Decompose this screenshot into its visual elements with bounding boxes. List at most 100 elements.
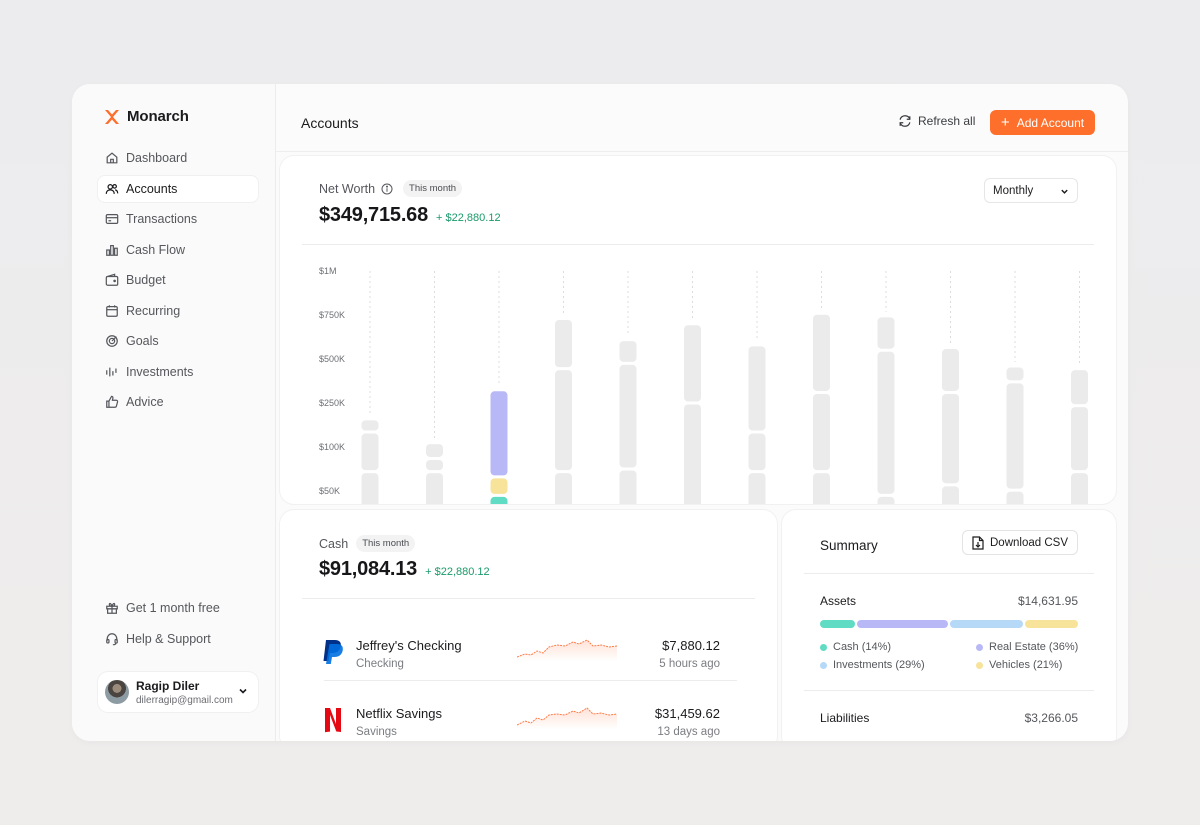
bar-segment[interactable] bbox=[426, 444, 443, 457]
bar-segment[interactable] bbox=[813, 393, 830, 471]
file-download-icon bbox=[972, 535, 984, 550]
user-menu[interactable]: Ragip Diler dilerragip@gmail.com bbox=[98, 672, 258, 712]
sidebar-item-cash-flow[interactable]: Cash Flow bbox=[98, 237, 258, 263]
avatar bbox=[105, 680, 129, 704]
bar-segment[interactable] bbox=[1006, 491, 1024, 504]
bar-segment[interactable] bbox=[942, 393, 959, 484]
legend-dot bbox=[820, 643, 827, 651]
bar-segment[interactable] bbox=[619, 364, 637, 468]
sidebar-item-dashboard[interactable]: Dashboard bbox=[98, 145, 258, 171]
refresh-label: Refresh all bbox=[918, 114, 976, 128]
assets-breakdown-bar bbox=[820, 620, 1078, 628]
user-email: dilerragip@gmail.com bbox=[136, 694, 233, 706]
legend-item: Investments (29%) bbox=[820, 659, 925, 671]
sidebar-item-label: Get 1 month free bbox=[126, 601, 220, 615]
bar-segment[interactable] bbox=[361, 473, 379, 504]
liabilities-amount: $3,266.05 bbox=[1024, 711, 1078, 725]
account-amount: $7,880.12 bbox=[662, 638, 720, 653]
bar-segment[interactable] bbox=[1006, 367, 1024, 381]
activity-icon bbox=[106, 367, 117, 376]
bar-segment[interactable] bbox=[684, 325, 701, 402]
sidebar-item-investments[interactable]: Investments bbox=[98, 359, 258, 385]
sidebar-item-advice[interactable]: Advice bbox=[98, 389, 258, 415]
bar-segment[interactable] bbox=[942, 349, 959, 391]
sidebar-item-budget[interactable]: Budget bbox=[98, 267, 258, 293]
download-csv-label: Download CSV bbox=[990, 536, 1068, 549]
bar-segment[interactable] bbox=[426, 459, 443, 471]
asset-segment bbox=[949, 620, 1024, 628]
download-csv-button[interactable]: Download CSV bbox=[962, 530, 1078, 555]
account-name: Jeffrey's Checking bbox=[356, 638, 462, 653]
bar-segment[interactable] bbox=[361, 433, 379, 471]
bar-segment[interactable] bbox=[361, 420, 379, 431]
sidebar-item-label: Budget bbox=[126, 273, 166, 287]
bar-segment[interactable] bbox=[1071, 370, 1088, 405]
sidebar-item-accounts[interactable]: Accounts bbox=[98, 175, 258, 202]
users-icon bbox=[105, 183, 119, 194]
y-tick-label: $100K bbox=[319, 442, 345, 452]
list-item[interactable]: Netflix Savings Savings $31,459.62 13 da… bbox=[302, 701, 742, 741]
logo[interactable]: Monarch bbox=[104, 108, 189, 125]
sidebar-item-transactions[interactable]: Transactions bbox=[98, 206, 258, 232]
target-icon bbox=[106, 335, 118, 347]
bar-segment[interactable] bbox=[877, 351, 895, 494]
page-header: Accounts Refresh all + Add Account bbox=[276, 84, 1128, 152]
net-worth-value: $349,715.68 bbox=[319, 204, 429, 226]
asset-segment bbox=[1025, 620, 1078, 628]
list-item[interactable]: Jeffrey's Checking Checking $7,880.12 5 … bbox=[302, 633, 742, 693]
bar-segment[interactable] bbox=[1006, 383, 1024, 489]
bar-segment[interactable] bbox=[1071, 407, 1088, 471]
bar-segment[interactable] bbox=[1071, 473, 1088, 504]
app-name: Monarch bbox=[127, 108, 189, 125]
add-account-button[interactable]: + Add Account bbox=[990, 110, 1095, 135]
sidebar-item-label: Investments bbox=[126, 364, 194, 379]
bar-segment[interactable] bbox=[748, 473, 766, 504]
sidebar-item-help[interactable]: Help & Support bbox=[98, 626, 258, 652]
asset-segment bbox=[857, 620, 948, 628]
bar-segment[interactable] bbox=[555, 370, 572, 471]
home-icon bbox=[106, 152, 118, 164]
bar-segment[interactable] bbox=[490, 391, 508, 476]
summary-card: Summary Download CSV Assets $14,631.95 C… bbox=[782, 510, 1116, 741]
bar-segment[interactable] bbox=[490, 496, 508, 504]
info-icon[interactable] bbox=[381, 183, 393, 195]
bar-segment[interactable] bbox=[748, 433, 766, 471]
bar-segment[interactable] bbox=[555, 320, 572, 368]
bar-segment[interactable] bbox=[684, 404, 701, 505]
gift-icon bbox=[106, 602, 118, 614]
net-worth-label: Net Worth bbox=[319, 181, 376, 196]
chevron-down-icon[interactable] bbox=[238, 686, 248, 696]
bar-segment[interactable] bbox=[877, 496, 895, 504]
account-type: Savings bbox=[356, 726, 397, 738]
legend-item: Real Estate (36%) bbox=[976, 641, 1078, 653]
bar-segment[interactable] bbox=[877, 317, 895, 349]
account-amount: $31,459.62 bbox=[654, 706, 720, 721]
bar-segment[interactable] bbox=[813, 314, 830, 391]
sidebar: Monarch Dashboard Accounts Transactions … bbox=[72, 84, 276, 741]
legend-item: Vehicles (21%) bbox=[976, 659, 1062, 671]
netflix-icon bbox=[325, 708, 341, 733]
page-title: Accounts bbox=[301, 115, 359, 131]
bar-segment[interactable] bbox=[619, 341, 637, 362]
assets-amount: $14,631.95 bbox=[1017, 594, 1078, 608]
thumbs-up-icon bbox=[106, 395, 119, 408]
account-updated: 13 days ago bbox=[657, 726, 720, 738]
bar-segment[interactable] bbox=[942, 486, 959, 504]
sidebar-item-referral[interactable]: Get 1 month free bbox=[98, 595, 258, 621]
bar-segment[interactable] bbox=[555, 473, 572, 504]
credit-card-icon bbox=[105, 214, 119, 224]
refresh-all-button[interactable]: Refresh all bbox=[898, 114, 975, 128]
asset-segment bbox=[820, 620, 856, 628]
bar-segment[interactable] bbox=[426, 473, 443, 504]
refresh-icon bbox=[899, 115, 911, 127]
sidebar-item-recurring[interactable]: Recurring bbox=[98, 298, 258, 324]
bar-segment[interactable] bbox=[748, 346, 766, 431]
period-select[interactable]: Monthly bbox=[984, 178, 1078, 203]
user-name: Ragip Diler bbox=[136, 678, 200, 693]
bar-segment[interactable] bbox=[490, 478, 508, 494]
bar-segment[interactable] bbox=[619, 470, 637, 505]
sidebar-bottom-nav: Get 1 month free Help & Support bbox=[98, 595, 258, 656]
sidebar-item-goals[interactable]: Goals bbox=[98, 328, 258, 354]
y-tick-label: $250K bbox=[319, 398, 345, 408]
bar-segment[interactable] bbox=[813, 473, 830, 504]
